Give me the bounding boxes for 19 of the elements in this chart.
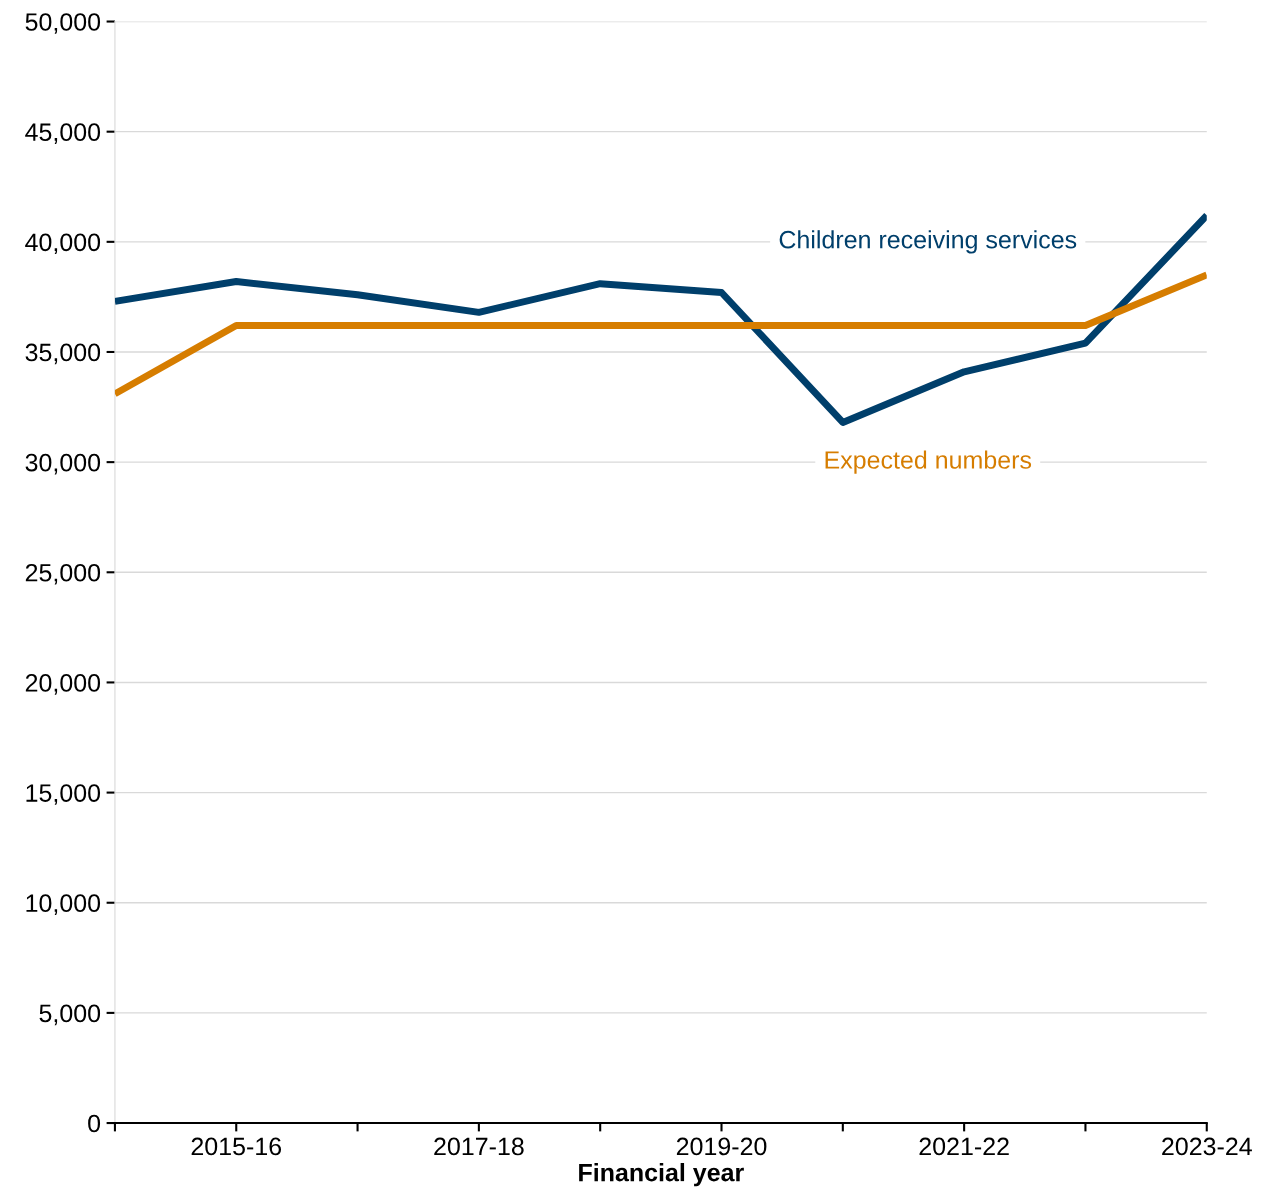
- text: Children receiving services: [779, 230, 1077, 254]
- y-tick-label: 20,000: [25, 674, 101, 695]
- x-tick-label: 2021-22: [919, 1137, 1009, 1156]
- text: Expected numbers: [825, 450, 1032, 474]
- y-tick-label: 5,000: [39, 1004, 101, 1026]
- y-tick-label: 0: [88, 1114, 101, 1133]
- y-tick-label: 10,000: [26, 894, 101, 915]
- x-tick-label: 2015-16: [191, 1137, 282, 1156]
- y-tick-label: 15,000: [26, 784, 101, 805]
- y-tick-label: 40,000: [25, 233, 101, 255]
- y-tick-label: 35,000: [25, 343, 101, 365]
- x-tick-label: 2023-24: [1162, 1137, 1252, 1156]
- y-tick-label: 45,000: [25, 123, 101, 144]
- y-tick-label: 30,000: [25, 453, 101, 475]
- x-axis-title: Financial year: [579, 1163, 744, 1187]
- y-tick-label: 50,000: [25, 13, 101, 34]
- x-tick-label: 2017-18: [434, 1137, 524, 1156]
- x-tick-label: 2019-20: [676, 1137, 767, 1156]
- y-tick-label: 25,000: [25, 563, 101, 585]
